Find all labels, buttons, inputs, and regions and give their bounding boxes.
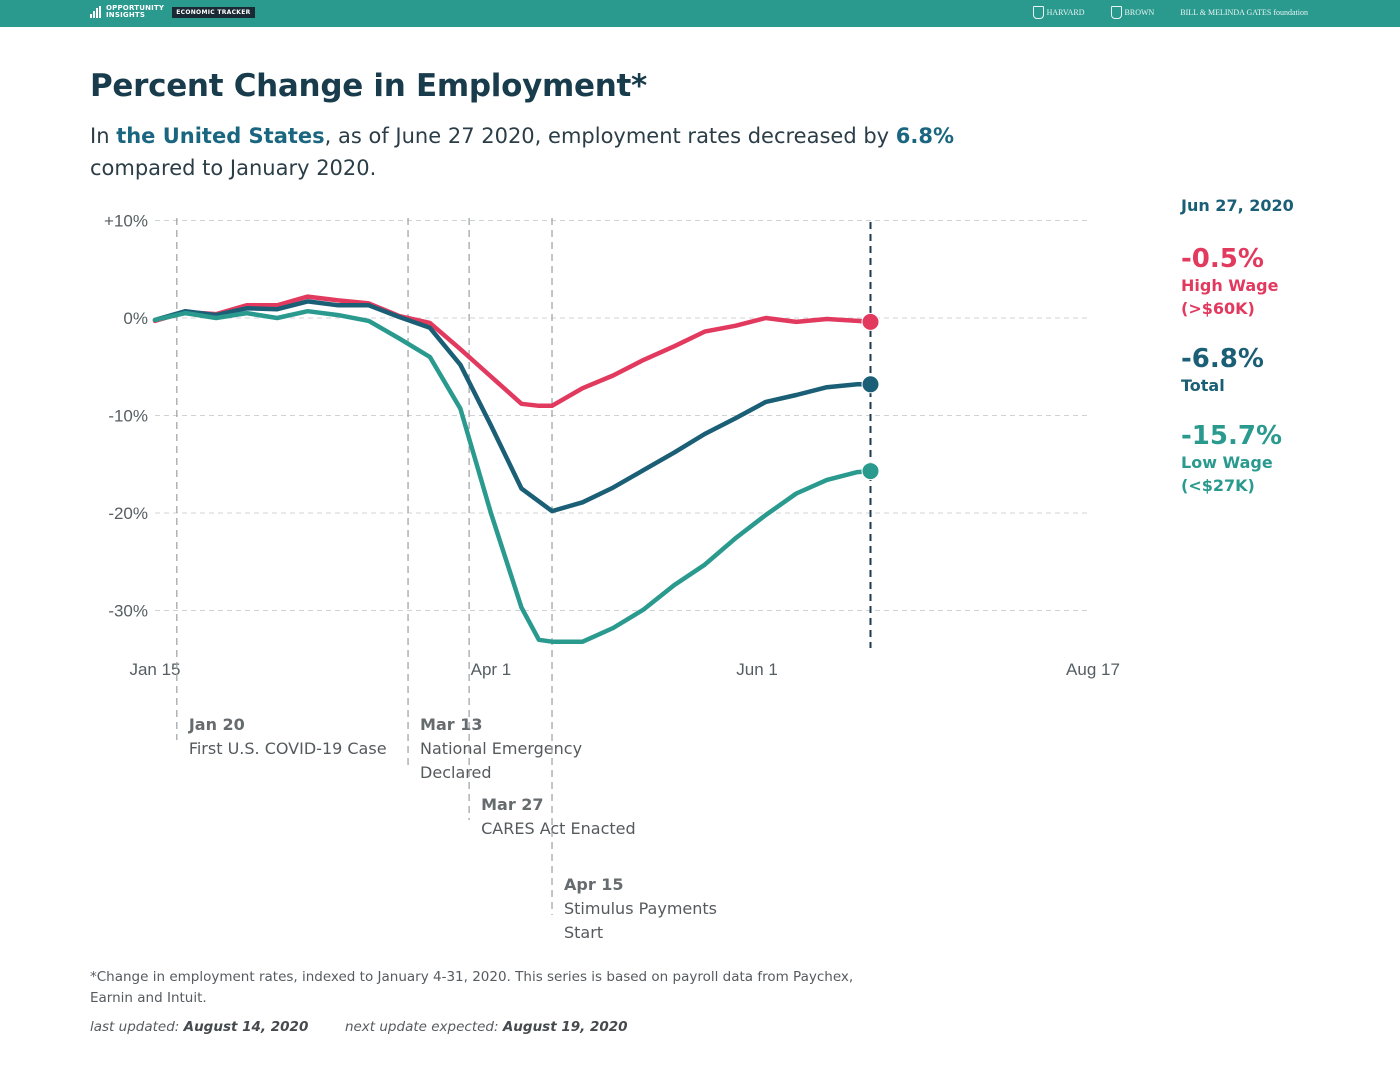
total-value: -6.8% bbox=[1181, 344, 1264, 374]
brown-logo[interactable]: BROWN bbox=[1110, 6, 1155, 19]
event-annotations: Jan 20 First U.S. COVID-19 Case Mar 13 Nati… bbox=[176, 218, 717, 942]
grid-lines bbox=[155, 220, 1090, 611]
gates-label: BILL & MELINDA GATES foundation bbox=[1180, 7, 1308, 17]
series-end-points[interactable] bbox=[861, 312, 880, 481]
annotation-text: CARES Act Enacted bbox=[481, 819, 636, 838]
annotation-date: Apr 15 bbox=[564, 875, 624, 894]
x-tick-label: Jan 15 bbox=[129, 660, 180, 679]
annotation-text: Start bbox=[564, 923, 603, 942]
annotation-text: National Emergency bbox=[420, 739, 582, 758]
shield-icon bbox=[1032, 6, 1044, 19]
opportunity-insights-logo[interactable]: OPPORTUNITY INSIGHTS ECONOMIC TRACKER bbox=[90, 5, 255, 19]
low-wage-range: (<$27K) bbox=[1181, 476, 1255, 495]
high-wage-range: (>$60K) bbox=[1181, 299, 1255, 318]
high-wage-label: High Wage bbox=[1181, 276, 1279, 295]
x-tick-label: Jun 1 bbox=[736, 660, 778, 679]
annotation-text: Stimulus Payments bbox=[564, 899, 717, 918]
y-axis-ticks: +10% 0% -10% -20% -30% bbox=[104, 212, 148, 621]
bar-chart-icon bbox=[90, 6, 102, 18]
update-info: last updated: August 14, 2020 next updat… bbox=[90, 1019, 628, 1035]
x-axis-ticks: Jan 15 Apr 1 Jun 1 Aug 17 bbox=[129, 660, 1119, 679]
x-tick-label: Apr 1 bbox=[471, 660, 512, 679]
top-bar: OPPORTUNITY INSIGHTS ECONOMIC TRACKER HA… bbox=[0, 0, 1400, 27]
annotation-text: Declared bbox=[420, 763, 491, 782]
annotation-date: Mar 13 bbox=[420, 715, 482, 734]
series-line-low-wage bbox=[152, 308, 873, 644]
last-updated-value: August 14, 2020 bbox=[183, 1019, 309, 1035]
region-selector[interactable]: the United States bbox=[116, 124, 325, 148]
total-label: Total bbox=[1181, 376, 1225, 395]
high-wage-value: -0.5% bbox=[1181, 244, 1264, 274]
series-line-total bbox=[152, 299, 873, 514]
subtitle-line-2: compared to January 2020. bbox=[90, 156, 377, 180]
low-wage-value: -15.7% bbox=[1181, 421, 1282, 451]
shield-icon bbox=[1110, 6, 1122, 19]
high-wage-summary[interactable]: -0.5% High Wage (>$60K) bbox=[1181, 244, 1278, 320]
subtitle-prefix: In bbox=[90, 124, 117, 148]
series-line-high-wage bbox=[152, 294, 873, 409]
chart-subtitle: In the United States, as of June 27 2020… bbox=[90, 120, 990, 184]
partner-logos: HARVARD BROWN BILL & MELINDA GATES found… bbox=[1032, 6, 1308, 19]
x-tick-label: Aug 17 bbox=[1066, 660, 1120, 679]
y-tick-label: -30% bbox=[108, 602, 148, 621]
series-lines[interactable] bbox=[152, 294, 873, 644]
brand-line-1: OPPORTUNITY bbox=[106, 4, 165, 12]
page-title: Percent Change in Employment* bbox=[90, 68, 647, 104]
brand-line-2: INSIGHTS bbox=[106, 11, 146, 19]
next-update-value: August 19, 2020 bbox=[502, 1019, 628, 1035]
end-point-high-wage bbox=[861, 312, 880, 331]
annotation-date: Jan 20 bbox=[188, 715, 245, 734]
harvard-label: HARVARD bbox=[1046, 7, 1085, 17]
y-tick-label: 0% bbox=[123, 309, 148, 328]
annotation-date: Mar 27 bbox=[481, 795, 543, 814]
y-tick-label: +10% bbox=[104, 212, 148, 231]
last-updated-label: last updated: bbox=[90, 1019, 180, 1035]
y-tick-label: -20% bbox=[108, 504, 148, 523]
y-tick-label: -10% bbox=[108, 407, 148, 426]
end-point-total bbox=[861, 375, 880, 394]
next-update-label: next update expected: bbox=[344, 1019, 499, 1035]
low-wage-summary[interactable]: -15.7% Low Wage (<$27K) bbox=[1181, 421, 1282, 497]
brand-name: OPPORTUNITY INSIGHTS bbox=[106, 5, 164, 19]
end-point-low-wage bbox=[861, 462, 880, 481]
low-wage-label: Low Wage bbox=[1181, 453, 1273, 472]
panel-date: Jun 27, 2020 bbox=[1181, 196, 1294, 215]
brown-label: BROWN bbox=[1124, 7, 1155, 17]
gates-foundation-logo[interactable]: BILL & MELINDA GATES foundation bbox=[1180, 7, 1308, 17]
harvard-logo[interactable]: HARVARD bbox=[1032, 6, 1085, 19]
total-summary[interactable]: -6.8% Total bbox=[1181, 344, 1264, 397]
annotation-text: First U.S. COVID-19 Case bbox=[189, 739, 387, 758]
economic-tracker-badge[interactable]: ECONOMIC TRACKER bbox=[172, 6, 255, 18]
headline-value: 6.8% bbox=[895, 124, 955, 148]
subtitle-middle: , as of June 27 2020, employment rates d… bbox=[324, 124, 896, 148]
footnote: *Change in employment rates, indexed to … bbox=[90, 969, 854, 1006]
employment-line-chart[interactable]: +10% 0% -10% -20% -30% Jan 15 Apr 1 Jun 1 Aug 1… bbox=[0, 0, 1400, 960]
